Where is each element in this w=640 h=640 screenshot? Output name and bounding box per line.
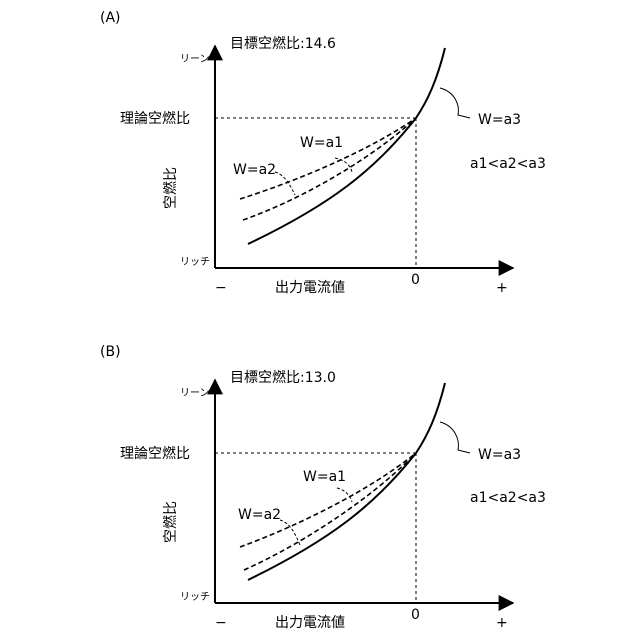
leader-a3 <box>440 422 470 453</box>
x-plus-label: + <box>496 615 508 631</box>
curve-label-a1: W=a1 <box>300 135 343 151</box>
x-minus-label: − <box>215 280 227 296</box>
curve-label-a1: W=a1 <box>303 469 346 485</box>
target-afr-label: 目標空燃比:13.0 <box>230 369 336 386</box>
panel-label: (A) <box>100 10 121 26</box>
curve-label-a2: W=a2 <box>238 507 281 523</box>
leader-a3 <box>440 88 470 118</box>
x-zero-label: 0 <box>411 607 420 623</box>
leader-a2 <box>280 520 300 545</box>
panel-b: (B) 目標空燃比:13.0 リーン リッチ 理論空燃比 空燃比 W=a3 W=… <box>100 344 546 631</box>
relation-label: a1<a2<a3 <box>470 156 546 172</box>
curve-label-a2: W=a2 <box>233 162 276 178</box>
stoich-label: 理論空燃比 <box>120 110 190 127</box>
leader-a1 <box>335 158 352 172</box>
relation-label: a1<a2<a3 <box>470 490 546 506</box>
y-rich-label: リッチ <box>180 256 210 268</box>
x-plus-label: + <box>496 280 508 296</box>
y-rich-label: リッチ <box>180 591 210 603</box>
curve-a1 <box>240 453 416 547</box>
curve-label-a3: W=a3 <box>478 447 521 463</box>
curve-a3 <box>248 48 445 244</box>
curve-a3 <box>248 383 445 580</box>
x-axis-label: 出力電流値 <box>275 280 345 296</box>
y-lean-label: リーン <box>180 388 210 399</box>
y-lean-label: リーン <box>180 54 210 65</box>
stoich-label: 理論空燃比 <box>120 445 190 462</box>
target-afr-label: 目標空燃比:14.6 <box>230 35 336 52</box>
leader-a2 <box>275 172 295 195</box>
x-zero-label: 0 <box>411 272 420 288</box>
x-minus-label: − <box>215 615 227 631</box>
curve-a1 <box>240 118 416 199</box>
curve-label-a3: W=a3 <box>478 112 521 128</box>
x-axis-label: 出力電流値 <box>275 615 345 631</box>
panel-a: (A) 目標空燃比:14.6 リーン リッチ 理論空燃比 空燃比 W=a3 W=… <box>100 10 546 296</box>
panel-label: (B) <box>100 344 121 360</box>
y-axis-label: 空燃比 <box>162 167 179 209</box>
y-axis-label: 空燃比 <box>162 501 179 543</box>
